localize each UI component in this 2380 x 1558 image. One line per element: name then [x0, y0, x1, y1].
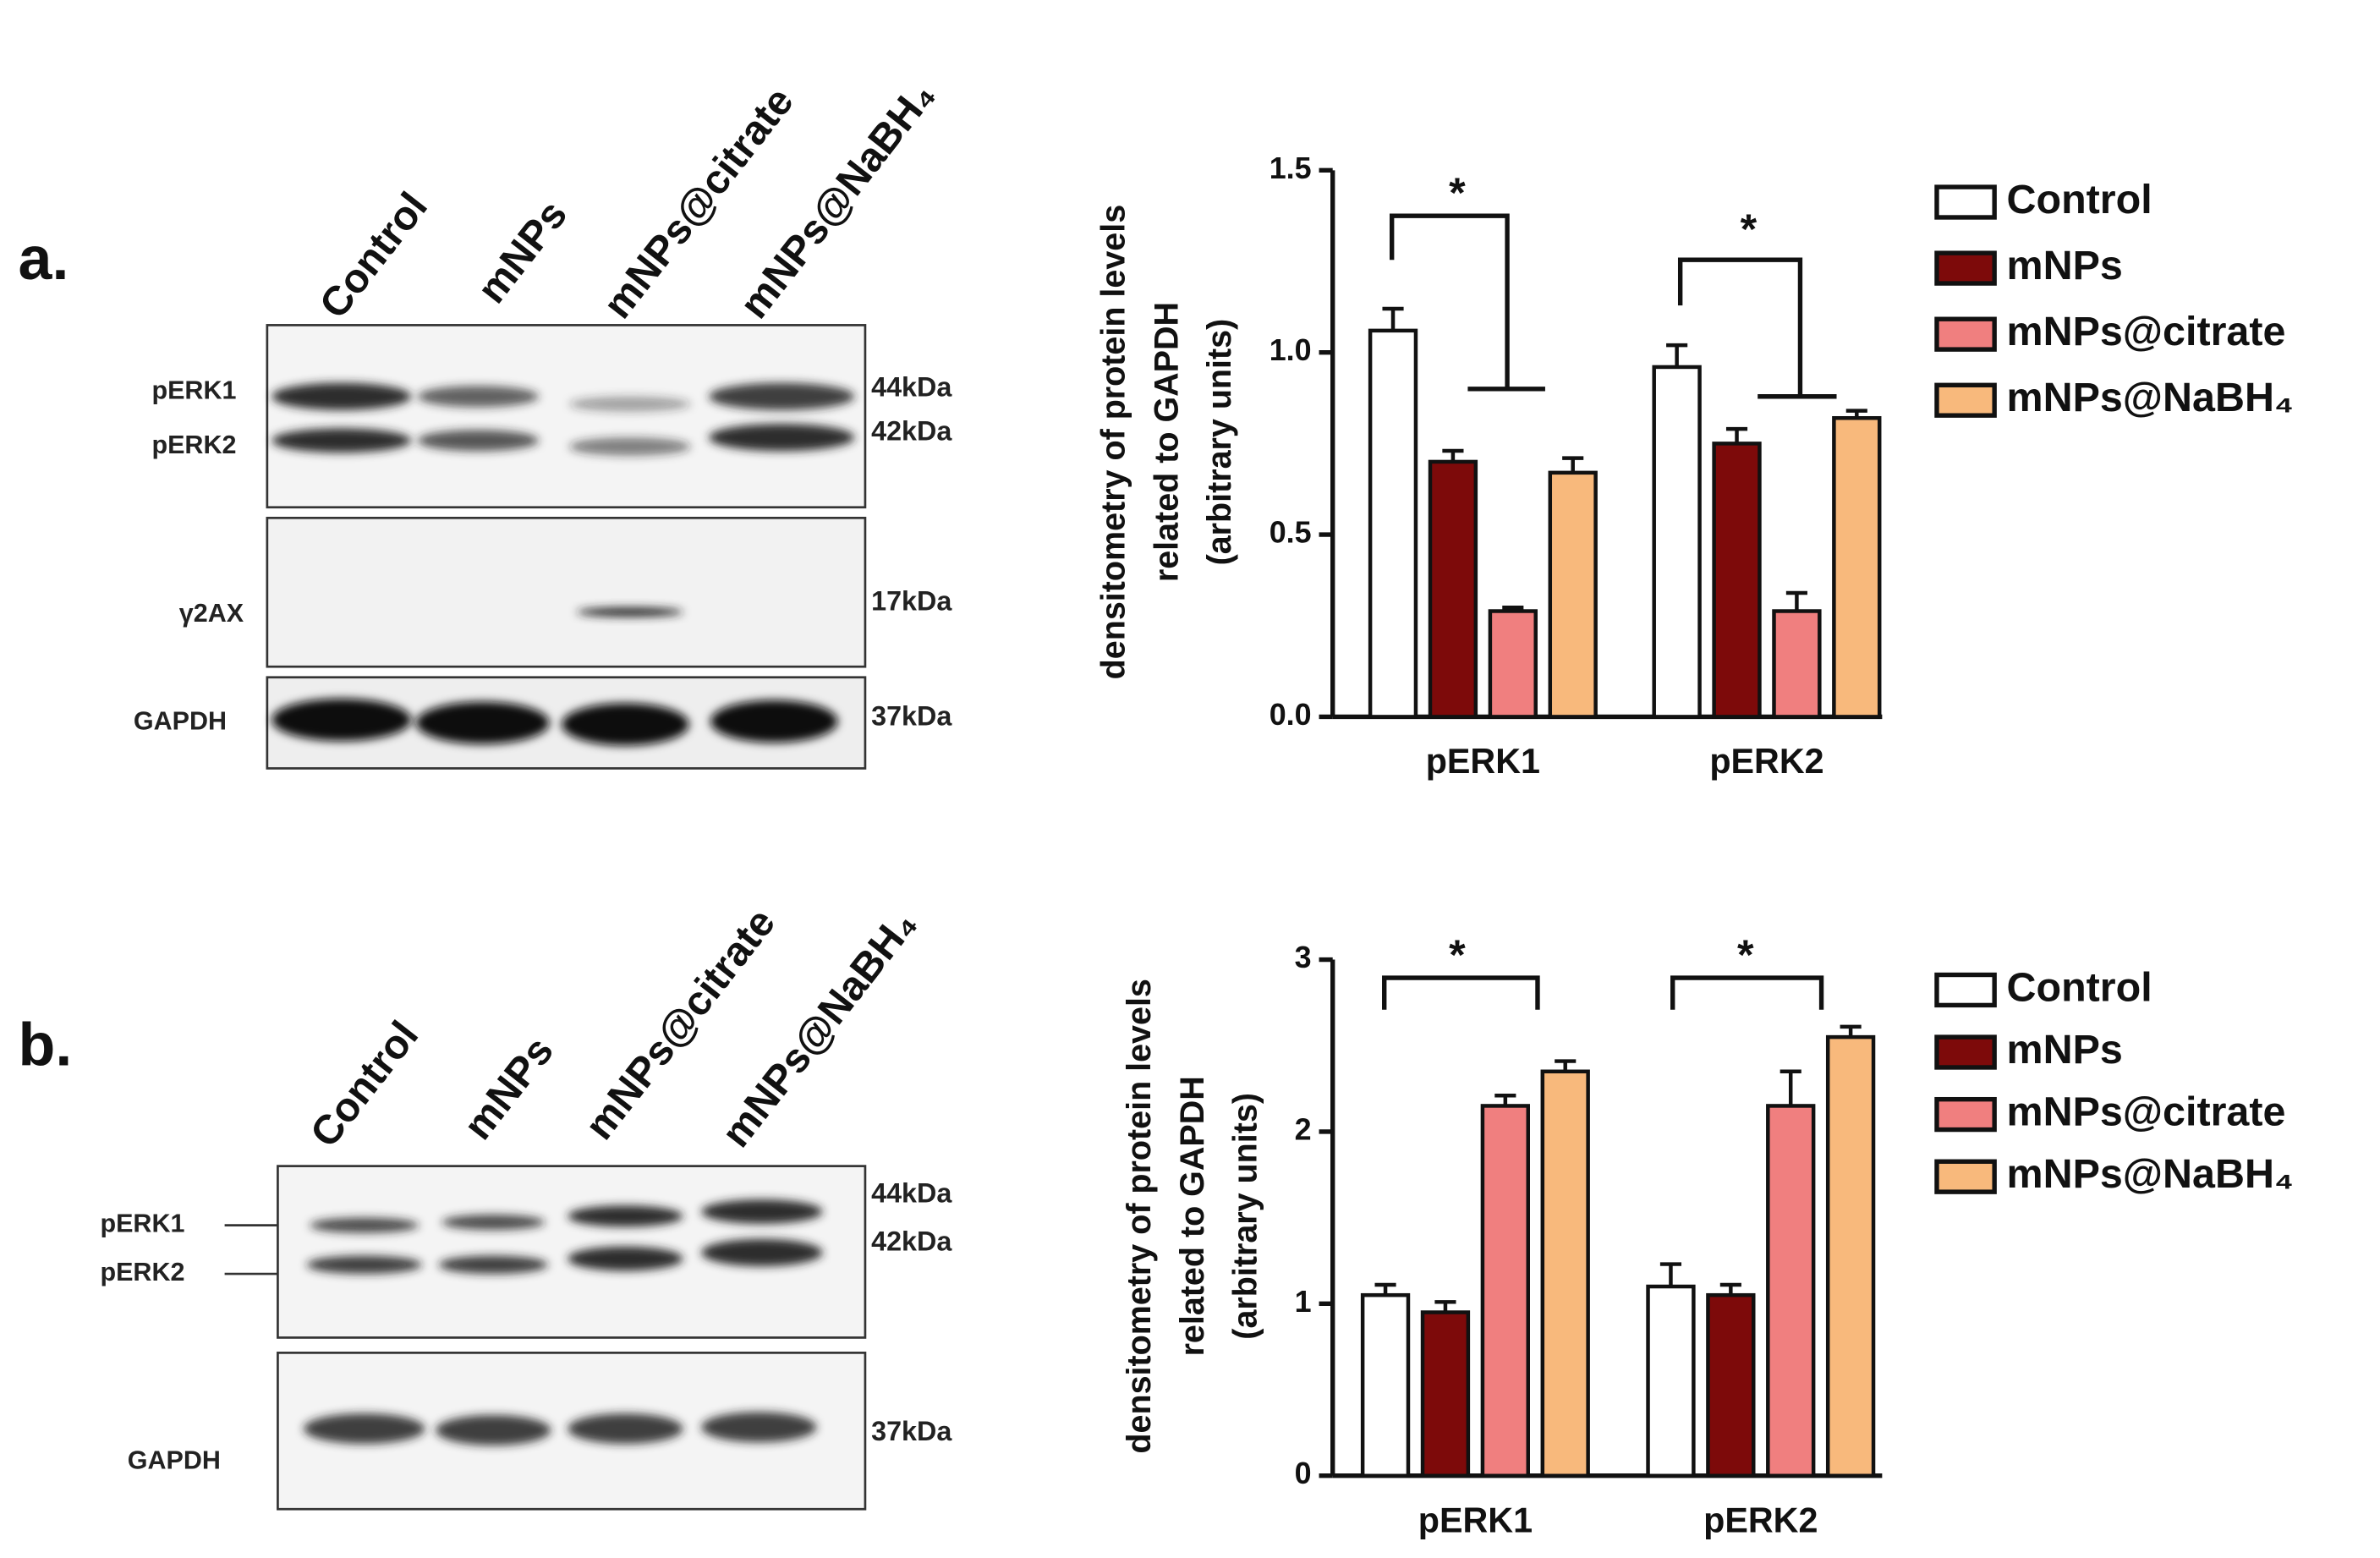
bar — [1368, 328, 1418, 719]
bar — [1772, 609, 1822, 719]
legend-swatch — [1934, 184, 1997, 220]
bar — [1480, 1104, 1530, 1478]
bar — [1825, 1034, 1876, 1478]
error-bar — [1659, 1262, 1682, 1287]
size-label: 17kDa — [871, 585, 952, 616]
x-tick-label: pERK1 — [1426, 742, 1540, 781]
legend-swatch — [1934, 382, 1997, 418]
bar — [1540, 1069, 1590, 1478]
legend-label: mNPs@NaBH₄ — [2007, 375, 2295, 420]
legend-swatch — [1934, 1159, 1997, 1194]
annotation: * — [1449, 931, 1466, 979]
legend-label: Control — [2007, 177, 2152, 222]
band-label: GAPDH — [128, 1446, 221, 1475]
band-label: pERK1 — [100, 1210, 184, 1238]
y-tick-label: 1 — [1295, 1285, 1312, 1319]
band-label: pERK1 — [151, 376, 236, 404]
legend-label: mNPs — [2007, 1027, 2123, 1072]
y-tick-label: 1.0 — [1270, 333, 1312, 367]
y-tick-label: 0.5 — [1270, 516, 1312, 550]
lane-label: mNPs — [469, 192, 576, 311]
band-label: pERK2 — [151, 431, 236, 459]
band-label: GAPDH — [134, 707, 227, 736]
legend-swatch — [1934, 972, 1997, 1008]
y-axis-label: related to GAPDH — [1148, 302, 1185, 582]
y-axis-label: densitometry of protein levels — [1094, 205, 1132, 679]
size-label: 42kDa — [871, 1226, 952, 1257]
error-bar — [1562, 456, 1584, 473]
x-tick-label: pERK1 — [1418, 1500, 1533, 1539]
error-bar — [1725, 426, 1748, 444]
lane-label: mNPs — [455, 1029, 562, 1148]
legend-label: Control — [2007, 964, 2152, 1010]
legend-swatch — [1934, 316, 1997, 352]
size-label: 42kDa — [871, 415, 952, 446]
size-label: 44kDa — [871, 371, 952, 402]
bar — [1428, 459, 1478, 719]
y-tick-label: 0.0 — [1270, 698, 1312, 732]
y-tick-label: 0 — [1295, 1457, 1312, 1490]
lane-label: Control — [302, 1012, 428, 1155]
bar — [1712, 442, 1762, 719]
significance-bracket — [1382, 213, 1837, 1010]
annotation: * — [1737, 931, 1754, 979]
bar — [1646, 1284, 1696, 1478]
legend-swatch — [1934, 1034, 1997, 1070]
bar — [1548, 470, 1598, 719]
y-tick-label: 3 — [1295, 941, 1312, 974]
lane-label: Control — [310, 184, 436, 327]
annotation: * — [1741, 206, 1758, 253]
annotation: * — [1449, 169, 1466, 217]
error-bar — [1666, 343, 1688, 367]
legend-label: mNPs@citrate — [2007, 309, 2286, 354]
panel-label: b. — [19, 1011, 73, 1078]
band-label: pERK2 — [100, 1258, 184, 1286]
size-label: 37kDa — [871, 1416, 952, 1446]
y-tick-label: 1.5 — [1270, 151, 1312, 185]
blot — [266, 324, 867, 770]
legend-label: mNPs@citrate — [2007, 1089, 2286, 1134]
bar — [1706, 1292, 1756, 1478]
blot — [224, 1165, 867, 1511]
size-label: 37kDa — [871, 701, 952, 732]
bar — [1766, 1104, 1816, 1478]
bar — [1420, 1310, 1471, 1478]
bar — [1832, 415, 1882, 719]
error-bar — [1780, 1069, 1801, 1106]
panel-label: a. — [19, 225, 69, 293]
size-label: 44kDa — [871, 1177, 952, 1208]
bar — [1652, 365, 1702, 719]
error-bar — [1785, 590, 1807, 612]
legend-swatch — [1934, 1096, 1997, 1133]
y-axis-label: related to GAPDH — [1174, 1076, 1211, 1356]
x-tick-label: pERK2 — [1709, 742, 1823, 781]
bar — [1488, 609, 1538, 719]
y-axis-label: densitometry of protein levels — [1121, 979, 1158, 1453]
legend-label: mNPs — [2007, 243, 2123, 288]
x-tick-label: pERK2 — [1703, 1500, 1818, 1539]
legend-swatch — [1934, 250, 1997, 286]
y-tick-label: 2 — [1295, 1112, 1312, 1146]
error-bar — [1382, 306, 1404, 331]
band-label: γ2AX — [179, 599, 244, 628]
legend-label: mNPs@NaBH₄ — [2007, 1151, 2295, 1197]
y-axis-label: (arbitrary units) — [1227, 1093, 1264, 1340]
bar — [1360, 1292, 1411, 1478]
y-axis-label: (arbitrary units) — [1201, 319, 1238, 566]
